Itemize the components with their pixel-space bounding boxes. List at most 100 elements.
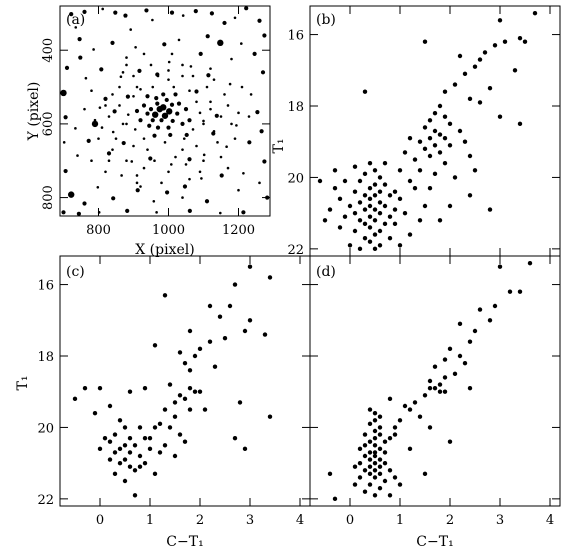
panel-b-point [342, 214, 348, 219]
panel-b-point [457, 128, 463, 134]
panel-c: (c) C−T₁ T₁ 0 1 2 3 4 16 18 20 22 [15, 255, 311, 550]
panel-d-point [387, 493, 393, 498]
panel-b-label: (b) [316, 12, 336, 28]
panel-b-point [372, 207, 378, 212]
panel-b-point [482, 50, 488, 55]
panel-a-point [181, 74, 184, 78]
panel-a-point [257, 18, 262, 23]
panel-d-point [352, 464, 358, 469]
panel-b-point [372, 218, 378, 223]
panel-d-point [517, 289, 523, 294]
panel-c-point [207, 303, 213, 309]
panel-b-point [442, 160, 448, 166]
panel-d-point [382, 460, 388, 466]
panel-a-point [134, 108, 140, 114]
panel-c-point [127, 435, 133, 441]
panel-a-point [265, 195, 270, 200]
panel-a-point [160, 104, 167, 111]
panel-a-point [230, 122, 233, 126]
panel-c-point [197, 389, 203, 394]
panel-a-point [139, 185, 142, 188]
panel-d-point [387, 435, 393, 441]
panel-a-point [76, 154, 79, 157]
panel-b-point [382, 182, 388, 187]
panel-d: (d) C−T₁ 0 1 2 3 4 [309, 255, 561, 550]
panel-c-xtick-label: 1 [146, 513, 154, 528]
panel-b-point [512, 68, 518, 73]
panel-d-point [357, 460, 363, 466]
panel-a-point [230, 57, 233, 61]
panel-c-point [237, 400, 243, 405]
panel-b-point [367, 196, 373, 202]
panel-a-point [174, 155, 177, 159]
panel-b-point [427, 185, 433, 191]
panel-a-point [244, 6, 249, 11]
panel-b-point [367, 225, 373, 230]
panel-a-point [97, 211, 101, 214]
panel-b-point [532, 10, 538, 16]
panel-b-marks: 16 18 20 22 [287, 6, 560, 258]
panel-a-point [150, 118, 155, 123]
panel-b-point [362, 89, 368, 94]
panel-b-point [332, 168, 338, 173]
panel-b-point [407, 135, 413, 141]
panel-c-point [242, 446, 248, 452]
panel-d-point [367, 450, 373, 455]
panel-c-ytick-label: 20 [37, 421, 54, 436]
panel-c-point [122, 425, 128, 430]
panel-a-point [259, 129, 264, 134]
panel-b-point [432, 110, 438, 116]
panel-a-point [107, 159, 111, 163]
panel-a-point [175, 111, 180, 116]
panel-b-point [477, 57, 483, 62]
panel-c-point [137, 464, 143, 469]
panel-c-point [97, 385, 103, 391]
panel-b-point [497, 18, 503, 23]
panel-a-point [147, 123, 152, 128]
panel-c-ytick-label: 22 [37, 493, 54, 508]
panel-c-point [187, 328, 193, 334]
panel-a-point [161, 92, 166, 97]
panel-a-point [155, 211, 158, 214]
panel-a-xtick-label: 1000 [152, 223, 185, 238]
panel-a-point [226, 166, 230, 170]
panel-a-point [118, 85, 121, 89]
panel-b-point [457, 53, 463, 59]
panel-d-point [332, 496, 338, 502]
panel-b-point [392, 207, 398, 212]
panel-a-point [149, 63, 153, 67]
panel-a-point [164, 97, 169, 103]
panel-c-point [202, 407, 208, 412]
panel-a-point [237, 111, 240, 115]
panel-d-point [442, 357, 448, 362]
panel-a-point [249, 93, 253, 96]
panel-a-point [222, 20, 227, 26]
panel-c-point [152, 425, 158, 430]
panel-a-point [113, 10, 118, 15]
panel-a-point [228, 82, 232, 86]
panel-d-frame [309, 255, 561, 507]
panel-a-point [233, 137, 237, 140]
panel-a-point [170, 52, 174, 56]
panel-b-point [397, 196, 403, 202]
panel-c-point [172, 414, 178, 419]
panel-a-point [148, 107, 154, 112]
panel-c-point [152, 343, 158, 348]
panel-b-point [387, 214, 393, 219]
panel-b-point [402, 150, 408, 155]
panel-c-point [122, 457, 128, 462]
panel-a-point [114, 137, 118, 140]
panel-a-point [100, 126, 104, 129]
panel-a-point [182, 184, 188, 189]
panel-c-point [127, 464, 133, 469]
panel-b-point [392, 221, 398, 227]
panel-d-point [462, 360, 468, 366]
panel-a-point [112, 109, 117, 114]
panel-b-point [442, 89, 448, 94]
panel-b-point [372, 246, 378, 252]
panel-b-point [357, 178, 363, 184]
panel-d-xtick-label: 2 [446, 513, 454, 528]
panel-a-point [104, 104, 107, 107]
panel-c-point [137, 425, 143, 430]
panel-a-point [240, 42, 243, 45]
